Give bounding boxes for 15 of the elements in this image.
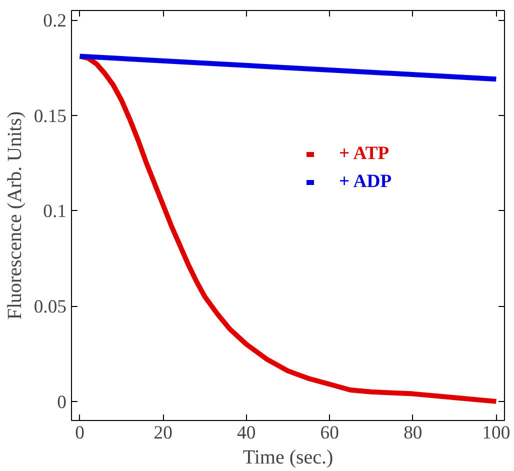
x-tick-label: 40 [237,422,256,444]
legend-label: + ATP [339,143,390,165]
y-tick-label: 0.2 [43,10,67,32]
y-tick-label: 0.05 [34,296,67,318]
x-tick-label: 80 [404,422,422,444]
y-axis-title: Fluorescence (Arb. Units) [4,111,26,320]
legend-label: + ADP [339,171,392,193]
x-tick-label: 20 [154,422,172,444]
y-tick-label: 0 [57,392,66,413]
x-tick-label: 60 [320,422,339,444]
x-tick-label: 0 [75,422,84,444]
y-tick-label: 0.1 [43,201,67,222]
x-tick-label: 100 [482,422,510,444]
y-tick-label: 0.15 [34,106,67,127]
x-axis-title: Time (sec.) [242,446,334,468]
